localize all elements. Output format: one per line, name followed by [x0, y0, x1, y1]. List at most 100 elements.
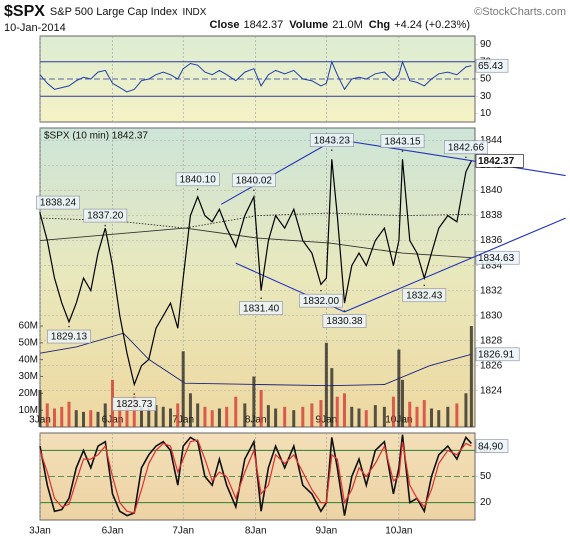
- y-tick-label: 1826: [480, 360, 503, 371]
- volume-bar: [335, 396, 339, 427]
- panel-background: [39, 127, 476, 428]
- volume-bar: [469, 326, 473, 427]
- y2-tick-label: 10M: [19, 405, 38, 416]
- quote-line: Close 1842.37 Volume 21.0M Chg +4.24 (+0.23%): [210, 19, 470, 31]
- y-tick-label: 20: [480, 497, 492, 508]
- volume-bar: [464, 393, 468, 427]
- y-tick-label: 1838: [480, 210, 503, 221]
- chg-label: Chg: [369, 19, 390, 31]
- value-label: 1826.91: [478, 349, 515, 360]
- annotation-point: [196, 188, 199, 191]
- volume-bar: [401, 379, 404, 427]
- label-box: [112, 397, 157, 411]
- value-label: 84.90: [478, 441, 503, 452]
- volume-bar: [408, 401, 412, 427]
- volume-bar: [364, 410, 368, 427]
- value-label: 1840.02: [236, 175, 273, 186]
- label-box: [239, 301, 284, 315]
- annotation-point: [401, 150, 404, 152]
- y-tick-label: 1836: [480, 235, 503, 246]
- x-tick-label: 7Jan: [172, 526, 194, 537]
- y-tick-label: 1840: [480, 185, 503, 196]
- value-label: 1837.20: [87, 211, 124, 222]
- close-label: Close: [210, 19, 240, 31]
- annotation-point: [260, 297, 262, 299]
- volume-bar: [310, 403, 314, 427]
- value-label: 1830.38: [326, 316, 363, 327]
- volume-bar: [292, 410, 296, 427]
- annotation-point: [133, 393, 136, 395]
- volume-bar: [217, 408, 221, 427]
- trendline: [220, 138, 336, 205]
- annotation-point: [104, 224, 107, 227]
- y2-tick-label: 50M: [19, 337, 38, 348]
- x-tick-label: 10Jan: [385, 526, 412, 537]
- symbol: $SPX: [4, 3, 45, 20]
- x-tick-label: 3Jan: [29, 526, 51, 537]
- volume-bar: [154, 405, 158, 427]
- volume-bar: [203, 406, 207, 427]
- volume-bar: [437, 410, 441, 427]
- x-tick-label: 9Jan: [316, 526, 338, 537]
- volume-bar: [210, 410, 214, 427]
- volume-bar: [103, 403, 107, 427]
- label-box: [231, 173, 276, 188]
- annotation-point: [320, 289, 322, 292]
- trendline: [344, 217, 566, 313]
- volume-bar: [147, 408, 151, 427]
- x-tick-label: 6Jan: [102, 526, 124, 537]
- volume-bar: [53, 408, 56, 427]
- volume-bar: [301, 406, 305, 427]
- volume-bar: [266, 405, 270, 427]
- annotation-point: [39, 211, 41, 214]
- value-label: 1843.15: [384, 136, 421, 147]
- x-tick-label: 8Jan: [245, 415, 267, 426]
- y2-tick-label: 60M: [19, 321, 38, 332]
- y-tick-label: 50: [480, 471, 492, 482]
- volume-bar: [252, 376, 256, 427]
- volume-bar: [45, 403, 49, 427]
- value-label: 1823.73: [116, 399, 153, 410]
- volume-bar: [67, 401, 71, 427]
- close-value: 1842.37: [244, 19, 284, 31]
- volume-bar: [225, 406, 229, 427]
- volume-bar: [132, 396, 136, 427]
- volume-bar: [181, 351, 185, 427]
- value-label: 1832.43: [406, 290, 443, 301]
- volume-bar: [60, 406, 64, 427]
- volume-bar: [446, 406, 450, 427]
- volume-bar: [319, 400, 323, 427]
- volume-bar: [196, 403, 200, 427]
- value-label: 1829.13: [51, 332, 88, 343]
- y-tick-label: 1828: [480, 335, 503, 346]
- label-box: [402, 288, 447, 303]
- volume-bar: [89, 410, 93, 427]
- volume-bar: [350, 406, 354, 427]
- y-tick-label: 50: [480, 74, 492, 85]
- exchange: INDX: [183, 7, 207, 18]
- volume-bar: [382, 406, 386, 427]
- label-box: [475, 154, 524, 168]
- volume-bar: [415, 406, 419, 427]
- label-box: [475, 250, 520, 265]
- volume-bar: [169, 408, 172, 427]
- annotation-point: [465, 156, 467, 159]
- trendline: [335, 138, 566, 177]
- date: 10-Jan-2014: [4, 22, 66, 34]
- volume-bar: [188, 393, 192, 427]
- header-line: $SPX S&P 500 Large Cap Index INDX: [4, 3, 207, 20]
- annotation-point: [343, 310, 346, 312]
- volume-bar: [82, 411, 85, 427]
- volume-bar: [455, 403, 459, 427]
- label-box: [475, 347, 520, 362]
- volume-label: Volume: [289, 19, 328, 31]
- label-box: [475, 58, 509, 73]
- y-tick-label: 90: [480, 39, 492, 50]
- volume-bar: [430, 408, 433, 427]
- volume-value: 21.0M: [332, 19, 363, 31]
- label-box: [322, 314, 367, 328]
- volume-bar: [343, 393, 346, 427]
- annotation-point: [68, 325, 70, 328]
- y2-tick-label: 30M: [19, 371, 38, 382]
- y-tick-label: 1824: [480, 385, 503, 396]
